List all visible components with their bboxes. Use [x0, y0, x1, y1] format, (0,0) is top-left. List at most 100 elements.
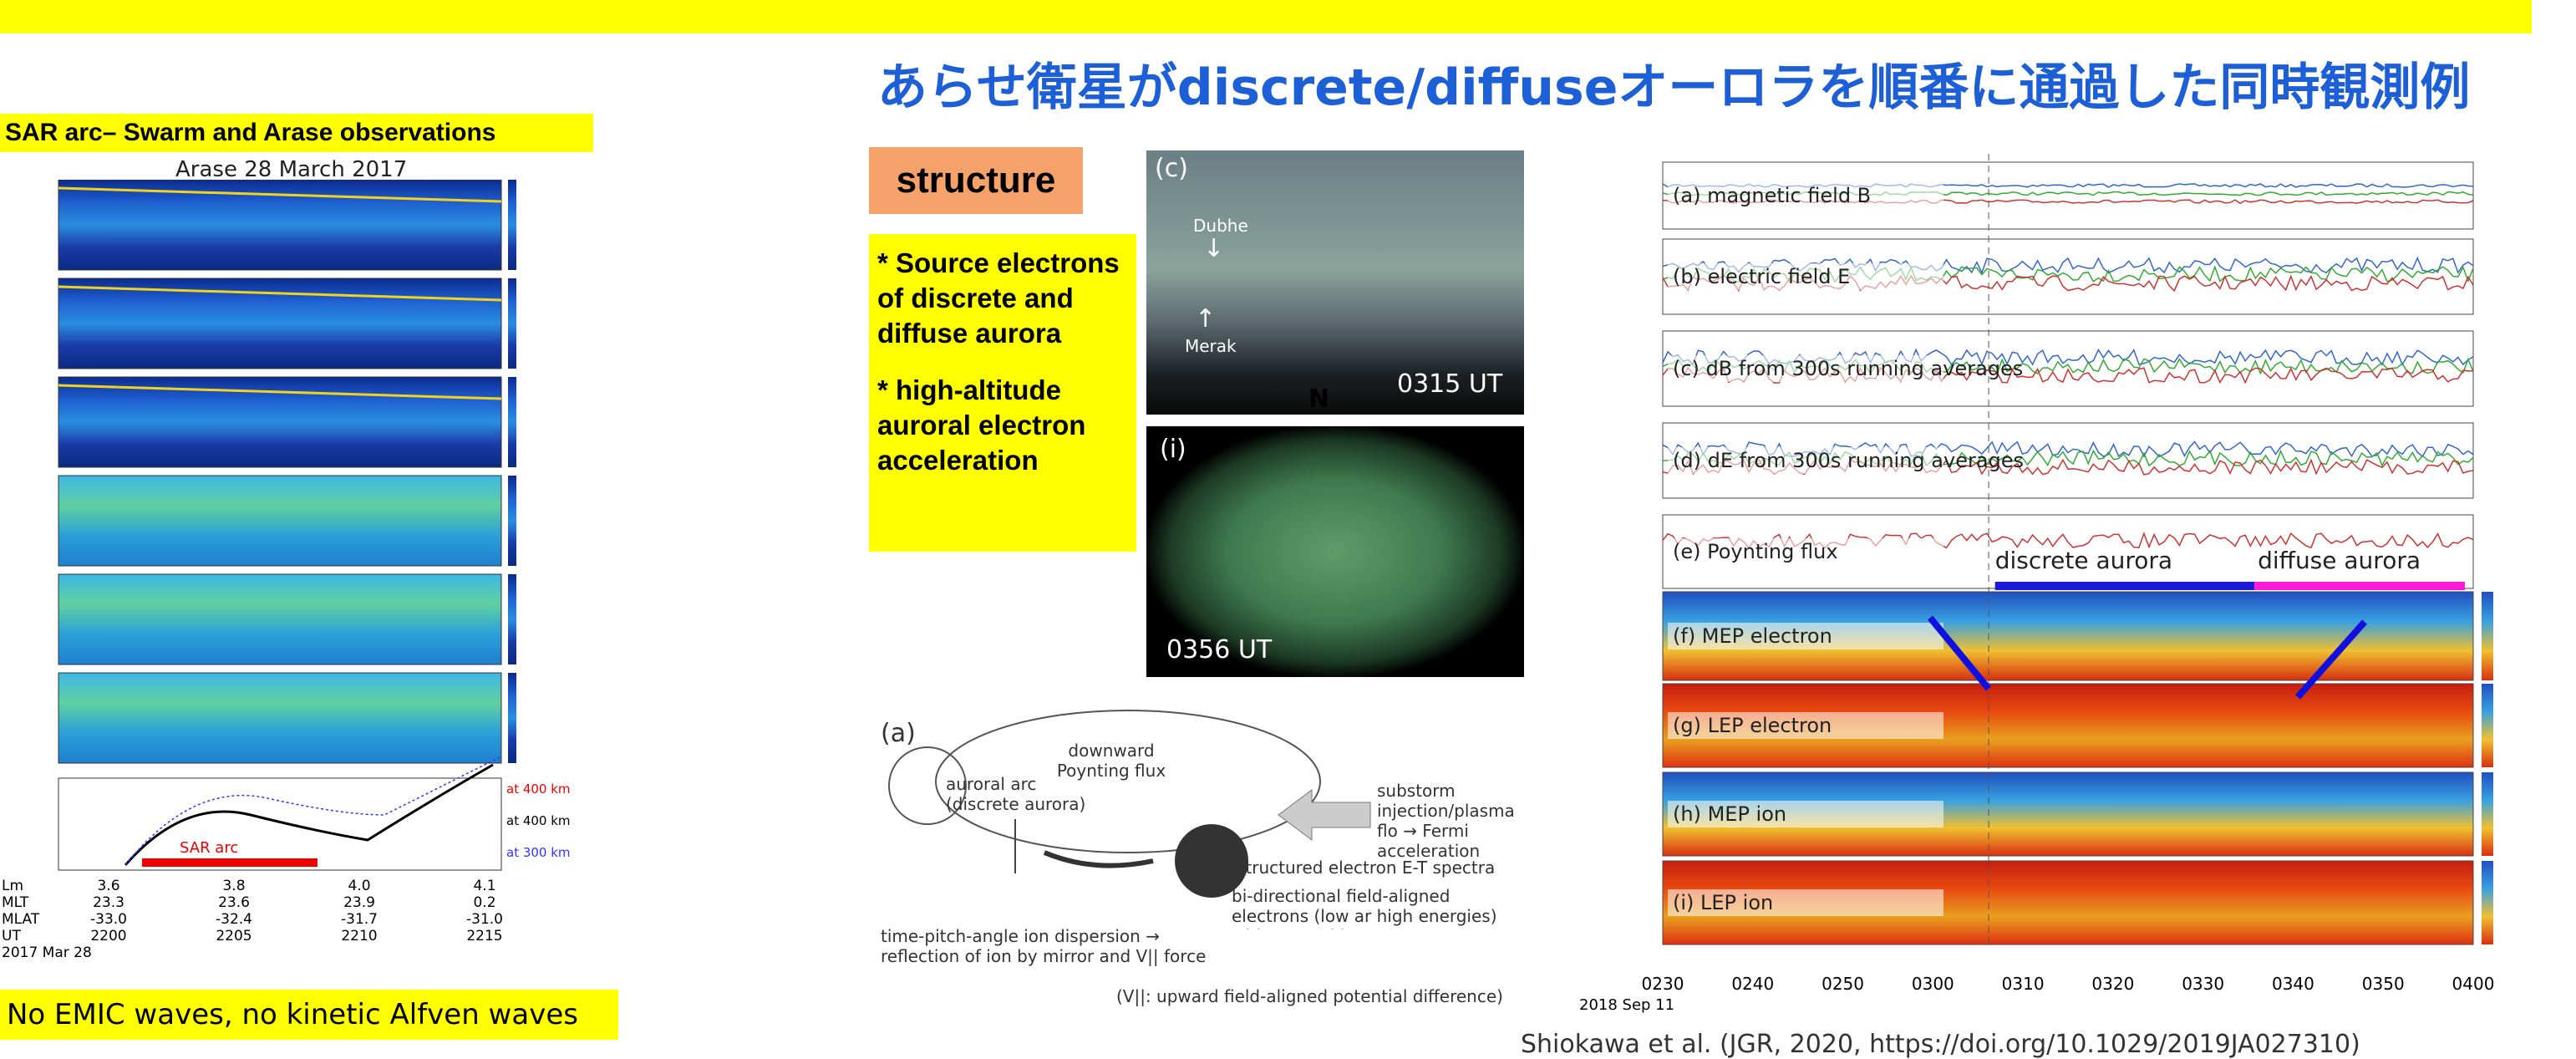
diagram-label: substorm injection/plasma flo → Fermi ac… — [1377, 781, 1515, 861]
colorbar — [508, 574, 516, 664]
colorbar — [2482, 684, 2493, 767]
colorbar — [508, 278, 516, 369]
date: 2018 Sep 11 — [1579, 996, 1674, 1014]
line — [124, 763, 494, 866]
cell: -31.0 — [466, 911, 503, 928]
left-plot: SAR arc at 400 km at 400 km at 300 km Lm 3.6 3… — [2, 180, 571, 961]
cyclotron-line — [58, 285, 502, 302]
spectrogram — [58, 376, 502, 468]
diffuse-bar — [2254, 582, 2465, 590]
label-bg — [1668, 801, 1943, 827]
spectrogram — [58, 277, 502, 369]
label-bg — [1668, 889, 1943, 916]
frame — [58, 777, 502, 871]
cell: 3.8 — [222, 878, 245, 894]
star-label: Merak — [1185, 336, 1237, 356]
diagram-label: downward Poynting flux — [1056, 741, 1166, 781]
time-label: 0330 — [2182, 974, 2224, 994]
panel-label: (f) MEP electron — [1673, 624, 1832, 648]
cell: 2205 — [216, 928, 252, 944]
top-band — [0, 0, 2532, 33]
cell: -32.4 — [216, 911, 252, 928]
row-name: Lm — [2, 878, 23, 894]
label-bg — [1668, 355, 1943, 382]
cell: 2210 — [341, 928, 377, 944]
diagram-panel: (a) — [881, 719, 916, 748]
label-bg — [1668, 623, 1943, 649]
time-label: 0230 — [1642, 974, 1684, 994]
time-label: 0250 — [1821, 974, 1864, 994]
cell: 23.3 — [93, 894, 124, 911]
sar-label: SAR arc — [180, 839, 238, 857]
cell: 4.1 — [473, 878, 495, 894]
colorbar — [2482, 592, 2493, 680]
label-bg — [1668, 263, 1943, 290]
panel-label: (i) LEP ion — [1673, 891, 1773, 914]
cell: 23.9 — [343, 894, 375, 911]
spectrogram — [58, 672, 502, 764]
arrow — [2295, 619, 2367, 700]
time-label: 0300 — [1912, 974, 1954, 994]
cyclotron-line — [58, 186, 502, 203]
photo-panel: (c) — [1155, 154, 1188, 183]
height-label: at 400 km — [506, 813, 571, 828]
panel-label: (b) electric field E — [1673, 265, 1850, 288]
colorbar — [508, 476, 516, 566]
arrow — [1278, 789, 1371, 841]
north-label: N — [1308, 384, 1330, 414]
panel-label: (g) LEP electron — [1673, 714, 1832, 737]
allsky-photo: (i) 0356 UT — [1146, 426, 1524, 677]
row-name: MLAT — [2, 911, 40, 928]
cell: 2215 — [466, 928, 502, 944]
panel-label: (a) magnetic field B — [1673, 184, 1871, 207]
diagram-label: bi-directional field-aligned electrons (… — [1232, 886, 1497, 929]
time-label: 0340 — [2272, 974, 2314, 994]
cell: -33.0 — [90, 911, 127, 928]
bullet: * Source electrons of discrete and diffu… — [877, 247, 1120, 349]
main-title: あらせ衛星がdiscrete/diffuseオーロラを順番に通過した同時観測例 — [877, 59, 2471, 117]
photo-time: 0315 UT — [1397, 369, 1503, 399]
colorbar — [2482, 772, 2493, 856]
height-label: at 400 km — [506, 782, 571, 797]
cyclotron-line — [58, 384, 502, 400]
diagram-label: structured electron E-T spectra — [1237, 858, 1496, 878]
panel-label: (d) dE from 300s running averages — [1673, 449, 2024, 472]
plasma-region — [1175, 824, 1248, 898]
arrow — [1043, 850, 1154, 868]
row-name: UT — [2, 928, 21, 944]
colorbar — [508, 673, 516, 763]
aurora-photo: (c) Dubhe ↓ ↑ Merak N 0315 UT — [1146, 150, 1524, 415]
arrow: ↑ — [1195, 304, 1217, 333]
panel-label: (e) Poynting flux — [1673, 540, 1838, 563]
label-bg — [1668, 447, 1943, 474]
arrow — [1927, 615, 1992, 691]
citation: Shiokawa et al. (JGR, 2020, https://doi.… — [1521, 1030, 2360, 1059]
cell: 3.6 — [97, 878, 119, 894]
diagram — [888, 710, 1371, 898]
colorbar — [508, 377, 516, 467]
cell: 0.2 — [473, 894, 495, 911]
region-label: diffuse aurora — [2258, 547, 2421, 574]
height-label: at 300 km — [506, 845, 571, 860]
sar-bar — [142, 858, 318, 867]
cell: -31.7 — [341, 911, 378, 928]
cell: 23.6 — [218, 894, 250, 911]
left-subtitle: Arase 28 March 2017 — [175, 157, 408, 182]
field-line — [935, 710, 1321, 853]
time-label: 0240 — [1731, 974, 1774, 994]
arrow: ↓ — [1203, 234, 1225, 263]
row-name: MLT — [2, 894, 29, 911]
cell: 2200 — [90, 928, 126, 944]
time-label: 0350 — [2362, 974, 2405, 994]
spectrogram — [58, 475, 502, 567]
diagram-label: (V||: upward field-aligned potential dif… — [1116, 986, 1503, 1006]
label-bg — [1668, 712, 1943, 739]
cell: 4.0 — [348, 878, 370, 894]
diagram-label: auroral arc (discrete aurora) — [946, 774, 1086, 814]
date: 2017 Mar 28 — [2, 944, 92, 961]
photo-panel: (i) — [1160, 435, 1186, 464]
star-label: Dubhe — [1193, 216, 1248, 236]
label-bg — [1668, 182, 1943, 209]
time-label: 0400 — [2452, 974, 2495, 994]
